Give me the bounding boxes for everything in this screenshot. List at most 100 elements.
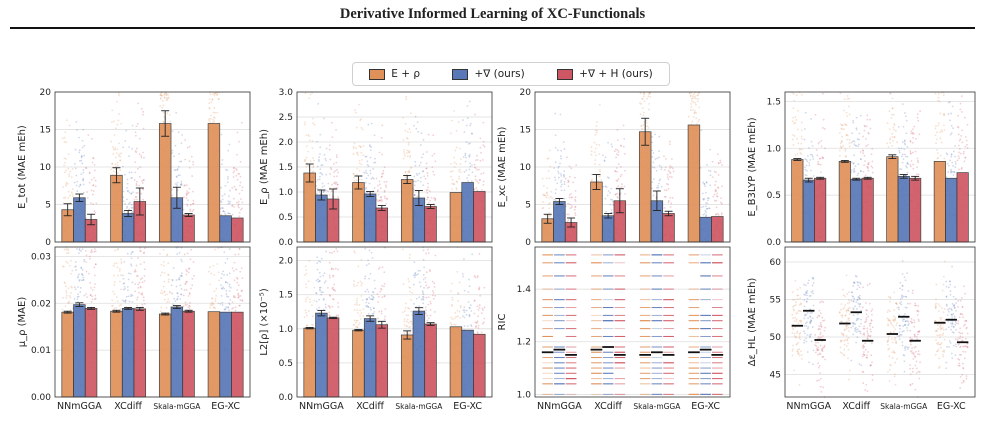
scatter-point	[77, 276, 79, 279]
scatter-point	[893, 128, 896, 131]
scatter-point	[658, 156, 660, 159]
scatter-point	[616, 128, 619, 131]
scatter-point	[474, 167, 477, 170]
scatter-point	[237, 284, 240, 287]
scatter-point	[916, 116, 919, 119]
scatter-point	[479, 137, 482, 140]
scatter-point	[482, 172, 485, 175]
scatter-point	[906, 171, 909, 174]
scatter-point	[951, 161, 954, 164]
scatter-point	[452, 183, 455, 186]
plot-frame	[534, 91, 731, 243]
scatter-point	[865, 125, 868, 128]
scatter-point	[367, 290, 370, 293]
scatter-point	[127, 289, 129, 292]
scatter-point	[720, 197, 722, 199]
scatter-point	[78, 273, 80, 276]
scatter-point	[705, 215, 707, 218]
scatter-point	[308, 97, 311, 100]
scatter-point	[820, 171, 822, 174]
scatter-point	[92, 184, 94, 187]
scatter-point	[129, 272, 132, 275]
scatter-point	[961, 111, 963, 113]
scatter-point	[427, 201, 430, 204]
bar	[687, 124, 701, 243]
scatter-point	[115, 262, 118, 265]
scatter-point	[545, 191, 548, 194]
scatter-point	[381, 296, 384, 299]
scatter-point	[574, 214, 577, 217]
scatter-point	[315, 292, 318, 295]
scatter-point	[159, 97, 162, 99]
scatter-point	[189, 301, 191, 304]
scatter-point	[889, 92, 891, 95]
scatter-point	[658, 135, 661, 138]
scatter-point	[402, 151, 405, 153]
scatter-point	[353, 323, 356, 326]
scatter-point	[697, 120, 700, 123]
scatter-point	[358, 178, 361, 181]
scatter-point	[326, 286, 329, 289]
scatter-point	[943, 129, 946, 132]
scatter-point	[373, 310, 376, 313]
scatter-point	[210, 302, 213, 305]
scatter-point	[887, 146, 890, 148]
scatter-point	[176, 169, 179, 171]
scatter-point	[138, 291, 140, 294]
scatter-point	[304, 121, 306, 124]
scatter-point	[430, 196, 433, 199]
scatter-point	[241, 121, 243, 124]
y-tick-label: 1.5	[767, 97, 781, 107]
scatter-point	[645, 119, 648, 122]
scatter-point	[707, 169, 710, 172]
scatter-point	[93, 176, 96, 179]
scatter-point	[180, 142, 183, 145]
scatter-point	[453, 156, 456, 159]
scatter-point	[221, 206, 224, 209]
scatter-point	[93, 251, 96, 253]
scatter-point	[233, 166, 235, 169]
scatter-point	[65, 248, 68, 251]
scatter-point	[620, 186, 623, 188]
scatter-point	[366, 172, 368, 175]
scatter-point	[940, 129, 943, 131]
scatter-point	[369, 172, 372, 175]
scatter-point	[139, 166, 142, 169]
scatter-point	[458, 175, 460, 178]
scatter-point	[67, 197, 70, 199]
scatter-point	[71, 193, 74, 196]
bar	[956, 172, 969, 243]
scatter-point	[451, 178, 454, 181]
scatter-point	[405, 325, 408, 327]
scatter-point	[704, 209, 707, 212]
scatter-point	[888, 110, 891, 113]
scatter-point	[424, 177, 427, 180]
scatter-point	[186, 303, 188, 306]
scatter-point	[177, 174, 180, 177]
scatter-point	[68, 124, 71, 127]
scatter-point	[123, 260, 126, 263]
scatter-point	[116, 172, 119, 174]
scatter-point	[619, 175, 622, 178]
scatter-point	[303, 316, 306, 319]
scatter-point	[414, 180, 417, 183]
scatter-point	[115, 165, 117, 168]
scatter-point	[706, 202, 709, 205]
scatter-point	[77, 293, 80, 296]
scatter-point	[696, 94, 699, 97]
scatter-point	[316, 262, 319, 265]
scatter-point	[365, 177, 368, 180]
scatter-point	[362, 308, 365, 310]
scatter-point	[697, 94, 699, 96]
scatter-point	[236, 131, 239, 134]
scatter-point	[560, 157, 562, 160]
scatter-point	[914, 150, 917, 153]
scatter-point	[62, 296, 64, 299]
scatter-point	[863, 164, 866, 167]
scatter-point	[853, 154, 855, 157]
scatter-point	[407, 143, 410, 146]
scatter-point	[318, 175, 321, 178]
scatter-point	[68, 300, 70, 303]
scatter-point	[916, 160, 919, 162]
scatter-point	[818, 141, 821, 144]
